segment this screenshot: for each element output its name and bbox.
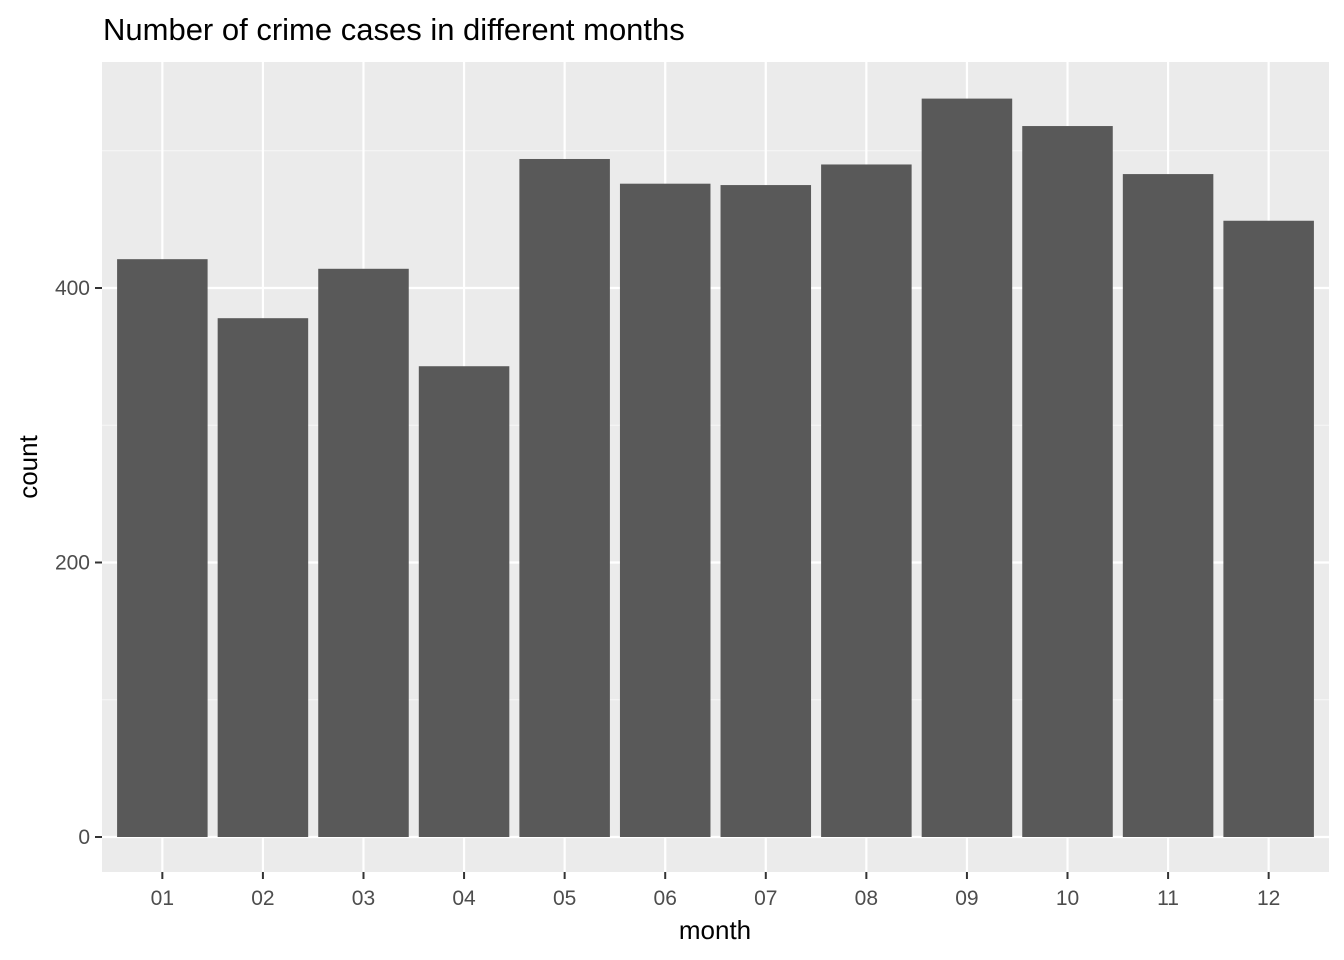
bar-05 bbox=[519, 158, 610, 838]
x-tick-label: 04 bbox=[452, 887, 476, 910]
x-tick-label: 01 bbox=[151, 887, 174, 910]
bar-09 bbox=[921, 98, 1013, 838]
x-tick-label: 10 bbox=[1056, 887, 1079, 910]
bar-06 bbox=[619, 183, 711, 837]
bar-10 bbox=[1022, 126, 1113, 838]
x-tick-label: 02 bbox=[251, 887, 274, 910]
x-tick-label: 08 bbox=[855, 887, 878, 910]
bar-11 bbox=[1122, 174, 1214, 837]
x-tick-label: 06 bbox=[654, 887, 677, 910]
y-axis: 0 200 400 bbox=[55, 277, 102, 849]
x-axis: 01 02 03 04 05 06 07 08 09 10 11 12 bbox=[151, 872, 1280, 910]
x-axis-title: month bbox=[679, 915, 751, 945]
y-tick-label: 200 bbox=[55, 552, 90, 575]
bar-03 bbox=[318, 268, 409, 837]
x-tick-label: 12 bbox=[1257, 887, 1280, 910]
x-tick-label: 07 bbox=[754, 887, 777, 910]
bar-04 bbox=[418, 366, 510, 837]
bar-01 bbox=[117, 259, 208, 837]
chart-title: Number of crime cases in different month… bbox=[103, 12, 685, 47]
x-tick-label: 05 bbox=[553, 887, 576, 910]
y-tick-label: 400 bbox=[55, 277, 90, 300]
bar-12 bbox=[1223, 220, 1314, 837]
bar-02 bbox=[217, 318, 309, 837]
bar-08 bbox=[821, 164, 912, 838]
x-tick-label: 03 bbox=[352, 887, 375, 910]
y-tick-label: 0 bbox=[78, 826, 90, 849]
x-tick-label: 11 bbox=[1157, 887, 1179, 910]
x-tick-label: 09 bbox=[955, 887, 978, 910]
y-axis-title: count bbox=[13, 434, 43, 498]
bar-07 bbox=[720, 185, 812, 837]
bars bbox=[117, 98, 1314, 838]
